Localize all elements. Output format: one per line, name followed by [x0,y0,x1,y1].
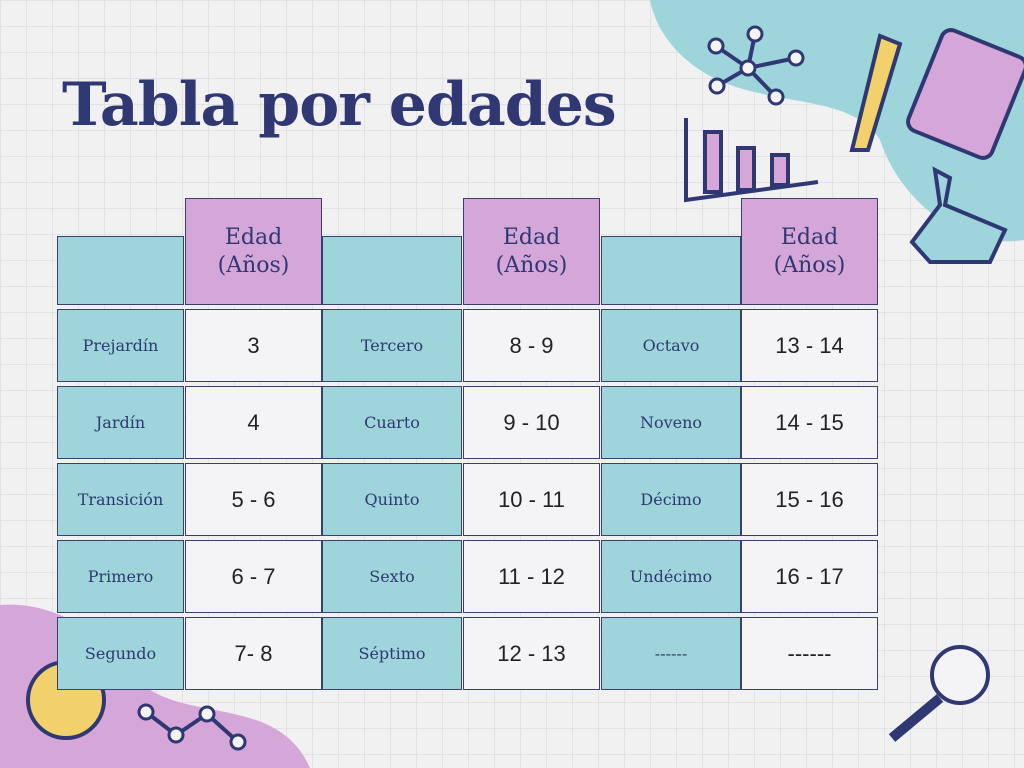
grade-cell: Sexto [322,540,462,613]
grade-cell: Transición [57,463,184,536]
grade-cell: Primero [57,540,184,613]
grade-cell: Quinto [322,463,462,536]
age-cell: 6 - 7 [185,540,322,613]
age-cell: 9 - 10 [463,386,600,459]
grade-cell: Prejardín [57,309,184,382]
grade-cell: Séptimo [322,617,462,690]
age-cell: 15 - 16 [741,463,878,536]
age-cell: 13 - 14 [741,309,878,382]
header-empty-cell [57,236,184,305]
age-cell: ------ [741,617,878,690]
grade-cell: Noveno [601,386,741,459]
header-empty-cell [322,236,462,305]
header-cell: Edad (Años) [185,198,322,305]
header-cell: Edad (Años) [741,198,878,305]
header-empty-cell [601,236,741,305]
grade-cell: ------ [601,617,741,690]
age-cell: 10 - 11 [463,463,600,536]
grade-cell: Octavo [601,309,741,382]
header-cell: Edad (Años) [463,198,600,305]
grade-cell: Décimo [601,463,741,536]
age-cell: 5 - 6 [185,463,322,536]
age-cell: 4 [185,386,322,459]
age-cell: 14 - 15 [741,386,878,459]
age-cell: 12 - 13 [463,617,600,690]
grade-cell: Segundo [57,617,184,690]
grade-cell: Undécimo [601,540,741,613]
grade-cell: Jardín [57,386,184,459]
title: Tabla por edades [62,70,617,140]
age-cell: 8 - 9 [463,309,600,382]
age-cell: 16 - 17 [741,540,878,613]
age-cell: 3 [185,309,322,382]
age-cell: 11 - 12 [463,540,600,613]
grade-cell: Tercero [322,309,462,382]
grade-cell: Cuarto [322,386,462,459]
age-cell: 7- 8 [185,617,322,690]
